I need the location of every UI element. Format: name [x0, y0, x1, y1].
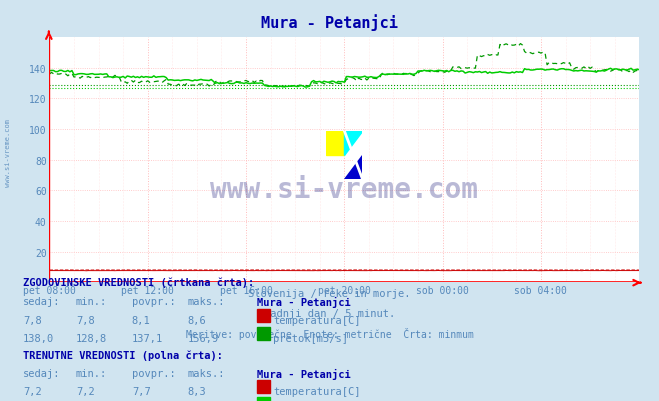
- Text: pretok[m3/s]: pretok[m3/s]: [273, 333, 349, 343]
- Text: 7,8: 7,8: [76, 315, 94, 325]
- Text: 138,0: 138,0: [23, 333, 54, 343]
- Text: zadnji dan / 5 minut.: zadnji dan / 5 minut.: [264, 308, 395, 318]
- Text: 7,8: 7,8: [23, 315, 42, 325]
- Text: povpr.:: povpr.:: [132, 296, 175, 306]
- Text: Slovenija / reke in morje.: Slovenija / reke in morje.: [248, 289, 411, 299]
- Text: Mura - Petanjci: Mura - Petanjci: [257, 296, 351, 307]
- Text: 156,9: 156,9: [188, 333, 219, 343]
- Text: 8,3: 8,3: [188, 386, 206, 396]
- Text: TRENUTNE VREDNOSTI (polna črta):: TRENUTNE VREDNOSTI (polna črta):: [23, 350, 223, 360]
- Polygon shape: [326, 132, 344, 156]
- Text: 7,7: 7,7: [132, 386, 150, 396]
- Text: maks.:: maks.:: [188, 368, 225, 378]
- Text: Mura - Petanjci: Mura - Petanjci: [257, 368, 351, 379]
- Text: 8,6: 8,6: [188, 315, 206, 325]
- Text: maks.:: maks.:: [188, 296, 225, 306]
- Text: Meritve: povprečne  Enote: metrične  Črta: minmum: Meritve: povprečne Enote: metrične Črta:…: [186, 327, 473, 339]
- Text: sedaj:: sedaj:: [23, 368, 61, 378]
- Polygon shape: [344, 156, 362, 180]
- Text: 137,1: 137,1: [132, 333, 163, 343]
- Text: min.:: min.:: [76, 368, 107, 378]
- Text: Mura - Petanjci: Mura - Petanjci: [261, 14, 398, 31]
- Text: ZGODOVINSKE VREDNOSTI (črtkana črta):: ZGODOVINSKE VREDNOSTI (črtkana črta):: [23, 277, 254, 287]
- Text: temperatura[C]: temperatura[C]: [273, 315, 361, 325]
- Text: www.si-vreme.com: www.si-vreme.com: [5, 118, 11, 186]
- Text: sedaj:: sedaj:: [23, 296, 61, 306]
- Text: www.si-vreme.com: www.si-vreme.com: [210, 176, 478, 204]
- Text: 8,1: 8,1: [132, 315, 150, 325]
- Polygon shape: [344, 132, 362, 156]
- Text: temperatura[C]: temperatura[C]: [273, 386, 361, 396]
- Text: povpr.:: povpr.:: [132, 368, 175, 378]
- Text: 7,2: 7,2: [23, 386, 42, 396]
- Text: 128,8: 128,8: [76, 333, 107, 343]
- Text: min.:: min.:: [76, 296, 107, 306]
- Text: 7,2: 7,2: [76, 386, 94, 396]
